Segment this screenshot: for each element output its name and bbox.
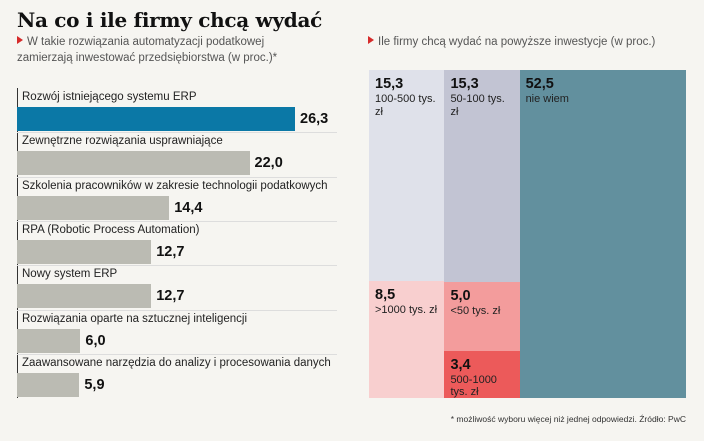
subtitle-right: Ile firmy chcą wydać na powyższe inwesty… xyxy=(368,34,655,50)
mosaic-cell-text: 15,3 50-100 tys. zł xyxy=(450,76,515,118)
mosaic-category-label: nie wiem xyxy=(525,93,569,105)
triangle-marker-icon xyxy=(368,36,374,44)
mosaic-cell-text: 5,0 <50 tys. zł xyxy=(450,288,515,318)
bar-value-label: 12,7 xyxy=(156,243,185,260)
bar-value-label: 6,0 xyxy=(85,332,106,349)
mosaic-cell-text: 15,3 100-500 tys. zł xyxy=(375,76,440,118)
bar-category-label: RPA (Robotic Process Automation) xyxy=(22,223,200,236)
footnote: * możliwość wyboru więcej niż jednej odp… xyxy=(450,414,686,424)
bar-category-label: Nowy system ERP xyxy=(22,268,118,281)
bar-category-label: Rozwiązania oparte na sztucznej intelige… xyxy=(22,312,248,325)
subtitle-right-text: Ile firmy chcą wydać na powyższe inwesty… xyxy=(378,36,656,48)
bar xyxy=(17,328,81,353)
mosaic-category-label: >1000 tys. zł xyxy=(375,303,438,316)
bar-category-label: Rozwój istniejącego systemu ERP xyxy=(22,91,197,103)
bar xyxy=(17,195,170,220)
mosaic-cell: 15,3 50-100 tys. zł xyxy=(444,70,520,282)
mosaic-category-label: 500-1000 tys. zł xyxy=(450,373,497,399)
row-separator xyxy=(17,265,337,267)
bar-value-label: 22,0 xyxy=(254,155,283,172)
bar-value-label: 14,4 xyxy=(174,199,203,216)
mosaic-value-label: 3,4 xyxy=(450,356,471,373)
mosaic-category-label: 50-100 tys. zł xyxy=(450,93,505,118)
subtitle-left-text: W takie rozwiązania automatyzacji podatk… xyxy=(17,36,278,64)
mosaic-value-label: 15,3 xyxy=(450,76,479,92)
bar-category-label: Zewnętrzne rozwiązania usprawniające xyxy=(22,135,223,148)
bar xyxy=(17,372,80,397)
mosaic-cell-text: 3,4 500-1000 tys. zł xyxy=(450,357,515,399)
bar xyxy=(17,151,250,176)
mosaic-value-label: 52,5 xyxy=(525,76,554,92)
mosaic-category-label: <50 tys. zł xyxy=(450,304,501,317)
bar-value-label: 26,3 xyxy=(300,111,329,127)
mosaic-value-label: 8,5 xyxy=(375,286,396,303)
triangle-marker-icon xyxy=(17,36,23,44)
mosaic-cell-text: 8,5 >1000 tys. zł xyxy=(375,287,440,317)
row-separator xyxy=(17,176,337,178)
bar-category-label: Szkolenia pracowników w zakresie technol… xyxy=(22,179,328,192)
row-separator xyxy=(17,309,337,311)
bar-value-label: 12,7 xyxy=(156,288,185,305)
row-separator xyxy=(17,132,337,134)
row-separator xyxy=(17,353,337,355)
mosaic-cell: 8,5 >1000 tys. zł xyxy=(369,280,445,398)
bar-value-label: 5,9 xyxy=(84,376,105,393)
mosaic-category-label: 100-500 tys. zł xyxy=(375,93,436,118)
mosaic-cell: 15,3 100-500 tys. zł xyxy=(369,70,445,281)
subtitle-left: W takie rozwiązania automatyzacji podatk… xyxy=(17,34,317,66)
bar xyxy=(17,239,152,264)
bar xyxy=(17,107,295,131)
mosaic-cell-text: 52,5 nie wiem xyxy=(526,76,682,106)
page-title: Na co i ile firmy chcą wydać xyxy=(17,8,322,32)
mosaic-cell: 5,0 <50 tys. zł xyxy=(444,281,520,351)
mosaic-value-label: 15,3 xyxy=(375,76,404,92)
bar xyxy=(17,284,152,309)
bar-category-label: Zaawansowane narzędzia do analizy i proc… xyxy=(22,356,331,369)
mosaic-value-label: 5,0 xyxy=(450,287,471,304)
mosaic-cell: 52,5 nie wiem xyxy=(519,70,686,398)
row-separator xyxy=(17,220,337,222)
mosaic-cell: 3,4 500-1000 tys. zł xyxy=(444,350,520,399)
